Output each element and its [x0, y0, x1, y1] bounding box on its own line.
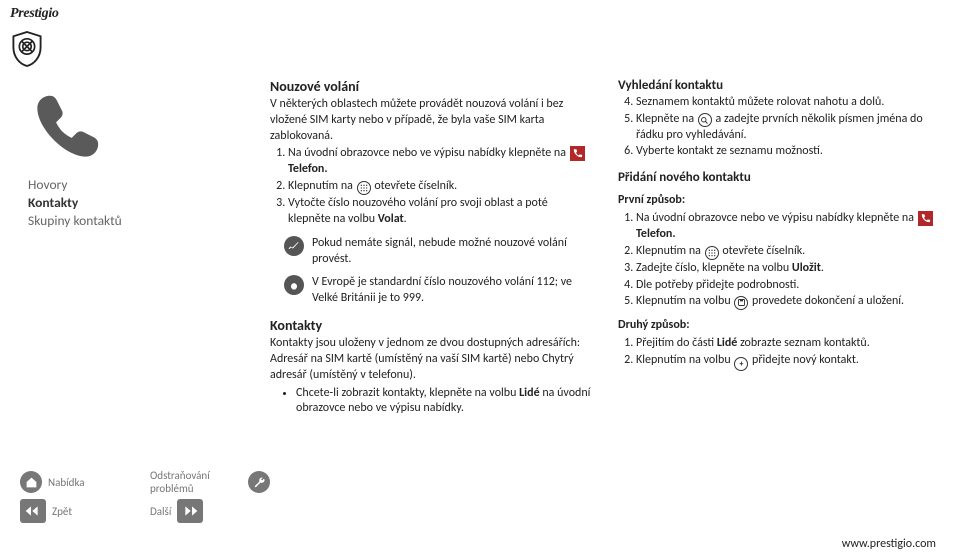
no-signal-tip: Pokud nemáte signál, nebude možné nouzov…	[312, 236, 592, 268]
nav-next[interactable]: Další	[150, 499, 270, 523]
phone-hero-icon	[28, 88, 264, 170]
phone-app-icon	[918, 211, 933, 226]
contacts-bullet: Chcete-li zobrazit kontakty, klepněte na…	[296, 386, 592, 418]
find-title: Vyhledání kontaktu	[618, 78, 940, 93]
emergency-step-1: Na úvodní obrazovce nebo ve výpisu nabíd…	[288, 146, 592, 178]
footer-url: www.prestigio.com	[842, 537, 936, 551]
brand-text: Prestigio	[10, 6, 59, 22]
find-step-6: Vyberte kontakt ze seznamu možností.	[636, 144, 940, 160]
plus-icon: +	[734, 357, 748, 371]
nav-menu[interactable]: Nabídka	[20, 469, 140, 495]
add-step-5: Klepnutím na volbu provedete dokončení a…	[636, 294, 940, 310]
info-tip-icon	[284, 275, 304, 295]
home-icon	[20, 471, 42, 493]
nav-troubleshoot[interactable]: Odstraňování problémů	[150, 469, 270, 495]
add-step-2: Klepnutím na otevřete číselník.	[636, 244, 940, 260]
add-step-4: Dle potřeby přidejte podrobnosti.	[636, 278, 940, 294]
no-signal-tip-icon	[284, 236, 304, 256]
forward-icon	[177, 499, 203, 523]
wrench-icon	[248, 471, 270, 493]
find-step-5: Klepněte na a zadejte prvních několik pí…	[636, 112, 940, 144]
way2-step-1: Přejitím do části Lidé zobrazte seznam k…	[636, 336, 940, 352]
way2-step-2: Klepnutím na volbu + přidejte nový konta…	[636, 353, 940, 371]
emergency-title: Nouzové volání	[270, 78, 592, 95]
emergency-intro: V některých oblastech můžete provádět no…	[270, 97, 592, 144]
way2-label: Druhý způsob:	[618, 318, 940, 334]
sidebar-link-groups[interactable]: Skupiny kontaktů	[28, 212, 264, 230]
dialpad-icon	[357, 181, 371, 195]
rewind-icon	[20, 499, 46, 523]
shield-icon	[10, 58, 44, 72]
sidebar-link-contacts[interactable]: Kontakty	[28, 194, 264, 212]
contacts-title: Kontakty	[270, 317, 592, 334]
contacts-intro: Kontakty jsou uloženy v jednom ze dvou d…	[270, 336, 592, 383]
way1-label: První způsob:	[618, 193, 940, 209]
eu-number-tip: V Evropě je standardní číslo nouzového v…	[312, 275, 592, 307]
phone-app-icon	[570, 146, 585, 161]
sidebar-link-calls[interactable]: Hovory	[28, 176, 264, 194]
nav-back[interactable]: Zpět	[20, 499, 140, 523]
add-step-1: Na úvodní obrazovce nebo ve výpisu nabíd…	[636, 211, 940, 243]
find-step-4: Seznamem kontaktů můžete rolovat nahotu …	[636, 95, 940, 111]
emergency-step-2: Klepnutím na otevřete číselník.	[288, 179, 592, 195]
dialpad-icon	[705, 246, 719, 260]
add-step-3: Zadejte číslo, klepněte na volbu Uložit.	[636, 261, 940, 277]
save-icon	[734, 296, 748, 310]
search-icon	[698, 113, 712, 127]
add-contact-title: Přidání nového kontaktu	[618, 170, 940, 185]
emergency-step-3: Vytočte číslo nouzového volání pro svoji…	[288, 196, 592, 228]
